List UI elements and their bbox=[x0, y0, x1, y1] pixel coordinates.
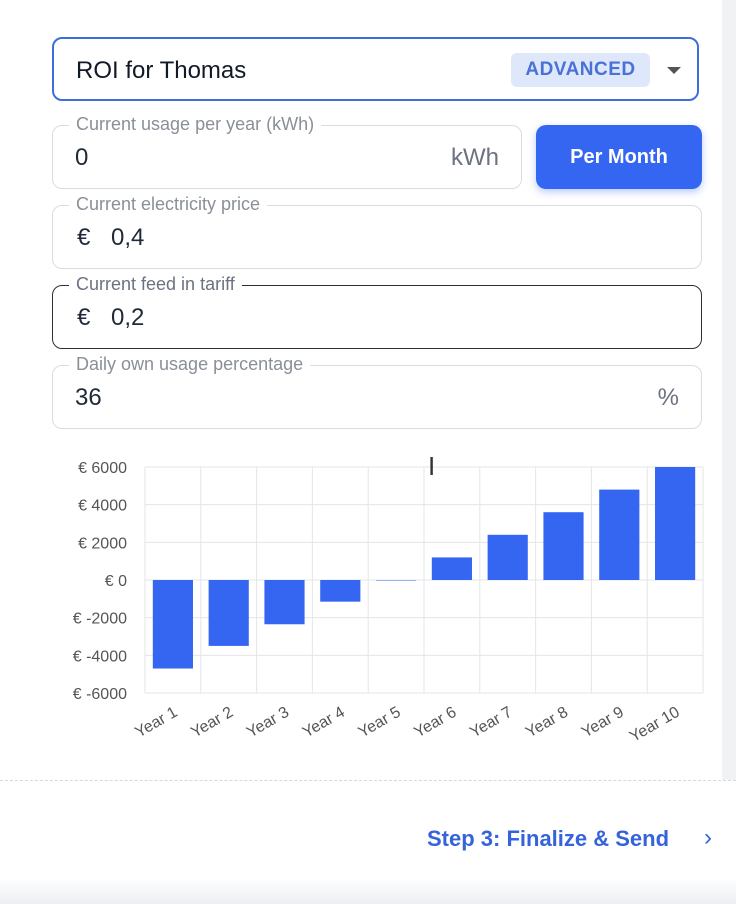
text-cursor-icon: I bbox=[428, 451, 436, 481]
own-usage-input[interactable]: 36 bbox=[75, 384, 102, 411]
feed-in-field[interactable]: Current feed in tariff € 0,2 bbox=[52, 274, 702, 349]
x-tick-label: Year 2 bbox=[188, 704, 236, 742]
percent-unit: % bbox=[657, 384, 679, 411]
feed-in-input[interactable]: 0,2 bbox=[111, 304, 145, 331]
usage-field[interactable]: Current usage per year (kWh) 0 kWh bbox=[52, 114, 522, 189]
bar bbox=[655, 467, 696, 580]
bar bbox=[320, 580, 361, 602]
bar bbox=[152, 580, 193, 669]
bar bbox=[208, 580, 249, 646]
price-field[interactable]: Current electricity price € 0,4 bbox=[52, 194, 702, 269]
x-tick-label: Year 3 bbox=[244, 704, 292, 742]
bar bbox=[543, 512, 584, 580]
bar bbox=[487, 534, 528, 580]
chevron-right-icon[interactable]: › bbox=[704, 824, 712, 851]
x-tick-label: Year 1 bbox=[132, 704, 180, 742]
usage-label: Current usage per year (kWh) bbox=[69, 114, 322, 135]
price-input[interactable]: 0,4 bbox=[111, 224, 145, 251]
bar bbox=[376, 580, 417, 581]
own-usage-field[interactable]: Daily own usage percentage 36 % bbox=[52, 354, 702, 429]
bar bbox=[599, 489, 640, 580]
feed-in-label: Current feed in tariff bbox=[69, 274, 242, 295]
euro-prefix: € bbox=[77, 304, 91, 331]
x-tick-label: Year 9 bbox=[579, 704, 627, 742]
x-tick-label: Year 10 bbox=[627, 704, 683, 746]
euro-prefix: € bbox=[77, 224, 91, 251]
footer-band bbox=[0, 878, 736, 904]
next-step-link[interactable]: Step 3: Finalize & Send bbox=[427, 826, 670, 851]
usage-unit: kWh bbox=[451, 144, 499, 171]
x-tick-label: Year 5 bbox=[356, 704, 404, 742]
roi-select-value: ROI for Thomas bbox=[76, 57, 247, 84]
price-label: Current electricity price bbox=[69, 194, 268, 215]
advanced-badge: ADVANCED bbox=[511, 53, 650, 87]
bar bbox=[431, 557, 472, 580]
y-tick-label: € -6000 bbox=[73, 686, 127, 703]
x-tick-label: Year 6 bbox=[411, 704, 459, 742]
y-tick-label: € 2000 bbox=[78, 535, 127, 552]
panel-edge bbox=[722, 0, 736, 780]
y-tick-label: € 4000 bbox=[78, 498, 127, 515]
x-tick-label: Year 4 bbox=[300, 704, 348, 742]
roi-chart: € 6000 € 4000 € 2000 € 0 € -2000 € -4000 € -60… bbox=[73, 460, 704, 746]
divider bbox=[0, 780, 736, 781]
bar bbox=[264, 580, 305, 625]
y-tick-label: € 6000 bbox=[78, 460, 127, 477]
y-tick-label: € 0 bbox=[105, 573, 127, 590]
y-tick-label: € -2000 bbox=[73, 611, 127, 628]
x-tick-label: Year 7 bbox=[467, 704, 515, 742]
y-tick-label: € -4000 bbox=[73, 648, 127, 665]
per-month-button[interactable]: Per Month bbox=[536, 125, 702, 189]
own-usage-label: Daily own usage percentage bbox=[69, 354, 311, 375]
roi-select[interactable]: ROI for Thomas ADVANCED bbox=[52, 37, 699, 101]
usage-input[interactable]: 0 bbox=[75, 144, 89, 171]
x-tick-label: Year 8 bbox=[523, 704, 571, 742]
chevron-down-icon[interactable] bbox=[667, 67, 681, 74]
